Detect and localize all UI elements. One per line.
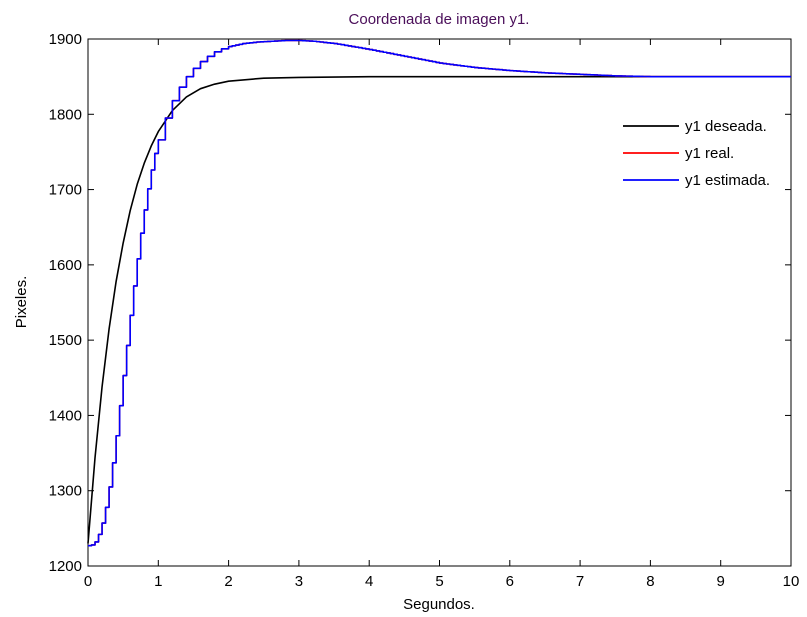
- y-tick-label: 1700: [49, 182, 82, 199]
- x-tick-label: 10: [783, 573, 800, 590]
- x-tick-label: 5: [435, 573, 443, 590]
- x-tick-label: 8: [646, 573, 654, 590]
- x-tick-label: 3: [295, 573, 303, 590]
- legend-label: y1 real.: [685, 145, 734, 162]
- y-axis: 1200 1300 1400 1500 1600 1700 1800 1900: [49, 31, 791, 575]
- x-tick-label: 1: [154, 573, 162, 590]
- y-tick-label: 1400: [49, 407, 82, 424]
- legend-label: y1 deseada.: [685, 118, 767, 135]
- y-tick-label: 1800: [49, 106, 82, 123]
- series-line-3: [88, 39, 791, 547]
- y-tick-label: 1600: [49, 257, 82, 274]
- series-layer: [87, 39, 791, 547]
- y-axis-label: Pixeles.: [13, 276, 30, 329]
- x-tick-label: 6: [506, 573, 514, 590]
- legend: y1 deseada. y1 real. y1 estimada.: [623, 118, 770, 189]
- legend-label: y1 estimada.: [685, 172, 770, 189]
- x-tick-label: 9: [717, 573, 725, 590]
- series-line-1: [87, 75, 791, 544]
- x-tick-label: 4: [365, 573, 373, 590]
- x-axis-label: Segundos.: [403, 596, 475, 613]
- x-tick-label: 0: [84, 573, 92, 590]
- y-tick-label: 1500: [49, 332, 82, 349]
- y-tick-label: 1900: [49, 31, 82, 48]
- chart-title: Coordenada de imagen y1.: [349, 11, 530, 28]
- y-tick-label: 1200: [49, 558, 82, 575]
- x-tick-label: 7: [576, 573, 584, 590]
- y-tick-label: 1300: [49, 483, 82, 500]
- x-tick-label: 2: [224, 573, 232, 590]
